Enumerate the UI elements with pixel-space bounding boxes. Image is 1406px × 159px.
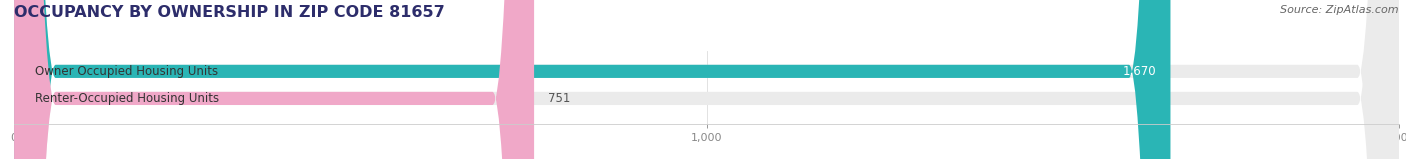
Text: Renter-Occupied Housing Units: Renter-Occupied Housing Units [35, 92, 219, 105]
FancyBboxPatch shape [14, 0, 1399, 159]
Text: 1,670: 1,670 [1123, 65, 1157, 78]
Text: OCCUPANCY BY OWNERSHIP IN ZIP CODE 81657: OCCUPANCY BY OWNERSHIP IN ZIP CODE 81657 [14, 5, 444, 20]
FancyBboxPatch shape [14, 0, 1170, 159]
Text: Source: ZipAtlas.com: Source: ZipAtlas.com [1281, 5, 1399, 15]
Text: 751: 751 [548, 92, 571, 105]
FancyBboxPatch shape [14, 0, 1399, 159]
Text: Owner Occupied Housing Units: Owner Occupied Housing Units [35, 65, 218, 78]
FancyBboxPatch shape [14, 0, 534, 159]
